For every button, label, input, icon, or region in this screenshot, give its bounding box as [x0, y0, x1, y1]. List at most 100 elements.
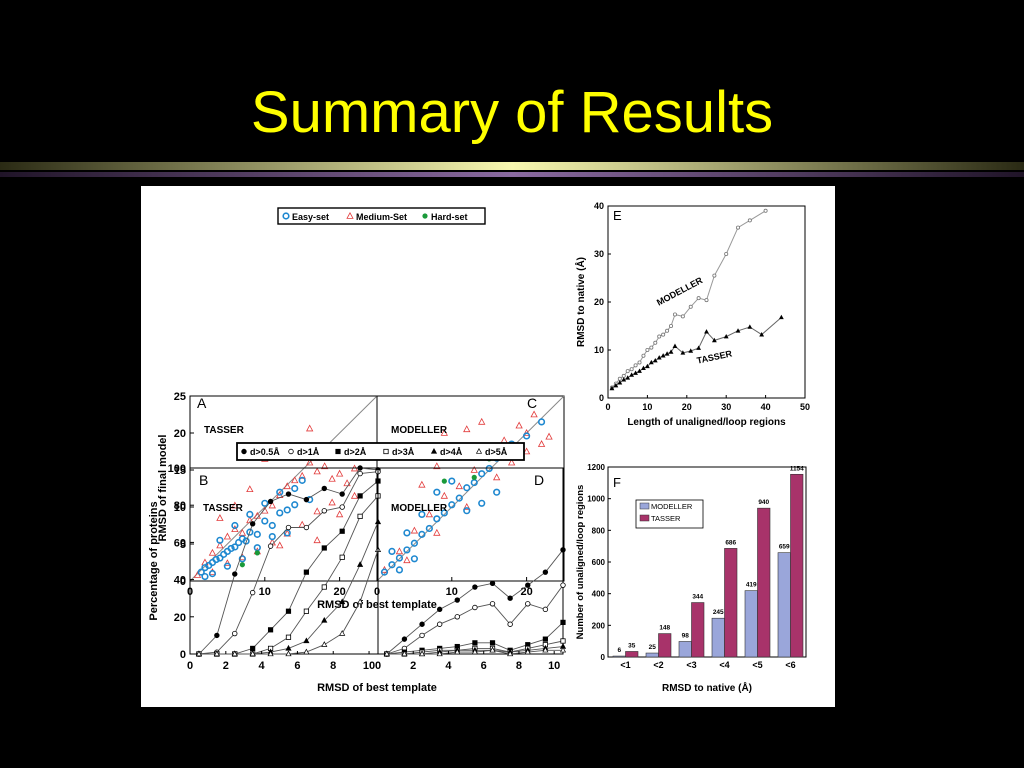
y-tick-label-F: 200	[592, 621, 606, 630]
scatter-point-C	[522, 447, 531, 455]
y-tick-label-A: 10	[174, 502, 186, 514]
bar-value-label-F: 245	[713, 609, 724, 616]
point-B-series	[339, 630, 346, 636]
point-B-series	[303, 569, 309, 575]
y-axis-label-F: Number of unaligned/loop regions	[575, 485, 586, 640]
y-tick-label-F: 800	[592, 526, 606, 535]
x-tick-label-B: 4	[259, 660, 266, 672]
bar-F-TASSER	[757, 507, 771, 658]
point-D-series	[560, 582, 566, 588]
scatter-point-A	[335, 510, 344, 518]
point-D-series	[454, 597, 460, 603]
scatter-legend-label: Medium-Set	[356, 212, 407, 222]
scatter-point-C	[403, 556, 411, 564]
point-E-MODELLER	[763, 208, 768, 213]
y-tick-label-B: 0	[180, 649, 186, 661]
point-B-series	[357, 493, 363, 499]
scatter-point-A	[253, 530, 261, 538]
scatter-point-A	[343, 479, 351, 487]
point-E-MODELLER	[657, 334, 662, 339]
point-D-series	[507, 621, 513, 627]
point-D-series	[436, 650, 443, 657]
x-tick-label-E: 20	[682, 402, 692, 412]
point-E-MODELLER	[621, 373, 626, 378]
y-tick-label-F: 1000	[587, 495, 605, 504]
diagonal-line-A	[189, 395, 378, 582]
point-E-TASSER	[672, 343, 678, 348]
bar-F-MODELLER	[744, 590, 758, 658]
panel-label-B: TASSER	[203, 503, 244, 514]
line-legend-label: d>0.5Å	[250, 447, 280, 457]
point-B-series	[303, 524, 310, 531]
point-B-series	[321, 584, 327, 590]
y-tick-label-A: 20	[174, 428, 186, 440]
point-E-MODELLER	[625, 369, 630, 374]
scatter-point-C	[455, 494, 463, 502]
point-D-series	[472, 604, 478, 611]
panel-letter-E: E	[613, 208, 622, 223]
point-B-series	[357, 513, 363, 519]
bar-F-MODELLER	[711, 617, 725, 658]
scatter-point-C	[433, 515, 441, 523]
point-D-series	[419, 632, 425, 639]
scatter-point-A	[268, 533, 276, 541]
point-E-MODELLER	[665, 328, 670, 333]
scatter-point-C	[463, 502, 471, 510]
x-tick-label-D: 10	[548, 660, 560, 672]
point-B-series	[285, 524, 292, 531]
point-D-series	[560, 638, 566, 644]
panel-letter-D: D	[534, 472, 544, 488]
point-E-TASSER	[759, 332, 765, 337]
scatter-point-C	[448, 477, 456, 485]
scatter-point-A	[313, 507, 321, 515]
point-D-series	[507, 595, 513, 601]
scatter-point-A	[268, 501, 276, 509]
scatter-point-C	[410, 526, 419, 534]
point-E-TASSER	[645, 363, 650, 369]
x-tick-label-F: <3	[686, 660, 696, 670]
x-tick-label-D: 2	[410, 660, 416, 672]
point-B-series	[267, 627, 274, 633]
scatter-point-C	[403, 546, 411, 554]
y-tick-label-F: 600	[592, 558, 606, 567]
scatter-point-A	[335, 469, 344, 477]
x-tick-label-B: 0	[187, 660, 193, 672]
point-D-series	[489, 580, 496, 587]
point-B-series	[249, 521, 256, 527]
scatter-point-C	[537, 440, 546, 447]
scatter-point-C	[537, 418, 546, 426]
x-axis-label-E: Length of unaligned/loop regions	[627, 417, 786, 428]
scatter-point-A	[238, 528, 247, 536]
scatter-point-C	[441, 478, 447, 484]
point-E-MODELLER	[641, 353, 646, 358]
y-tick-label-E: 10	[594, 345, 604, 355]
x-axis-label-B: RMSD of best template	[317, 682, 437, 694]
point-E-TASSER	[680, 350, 686, 355]
x-tick-label-E: 10	[642, 402, 652, 412]
line-legend-marker	[241, 448, 247, 455]
line-legend-marker	[335, 448, 341, 455]
scatter-point-C	[500, 436, 508, 444]
x-tick-label-F: <4	[719, 660, 729, 670]
point-E-MODELLER	[688, 304, 693, 309]
series-label-E-tasser: TASSER	[696, 348, 734, 365]
bar-value-label-F: 344	[692, 594, 703, 601]
point-E-TASSER	[704, 329, 709, 334]
panel-letter-C: C	[527, 395, 537, 411]
scatter-point-C	[440, 491, 448, 499]
point-B-series	[231, 650, 238, 657]
point-B-series	[285, 644, 292, 651]
x-tick-label-B: 10	[363, 660, 375, 672]
point-D-series	[559, 646, 567, 653]
point-E-TASSER	[641, 365, 646, 371]
point-B-series	[214, 632, 220, 639]
x-tick-label-D: 8	[516, 660, 522, 672]
x-tick-label-F: <1	[620, 660, 630, 670]
point-D-series	[525, 582, 531, 588]
x-tick-label-B: 6	[294, 660, 300, 672]
line-legend-label: d>2Å	[344, 447, 367, 457]
point-B-series	[285, 634, 292, 640]
point-B-series	[339, 504, 345, 510]
y-axis-label-E: RMSD to native (Å)	[574, 257, 587, 347]
point-D-series	[525, 601, 531, 607]
